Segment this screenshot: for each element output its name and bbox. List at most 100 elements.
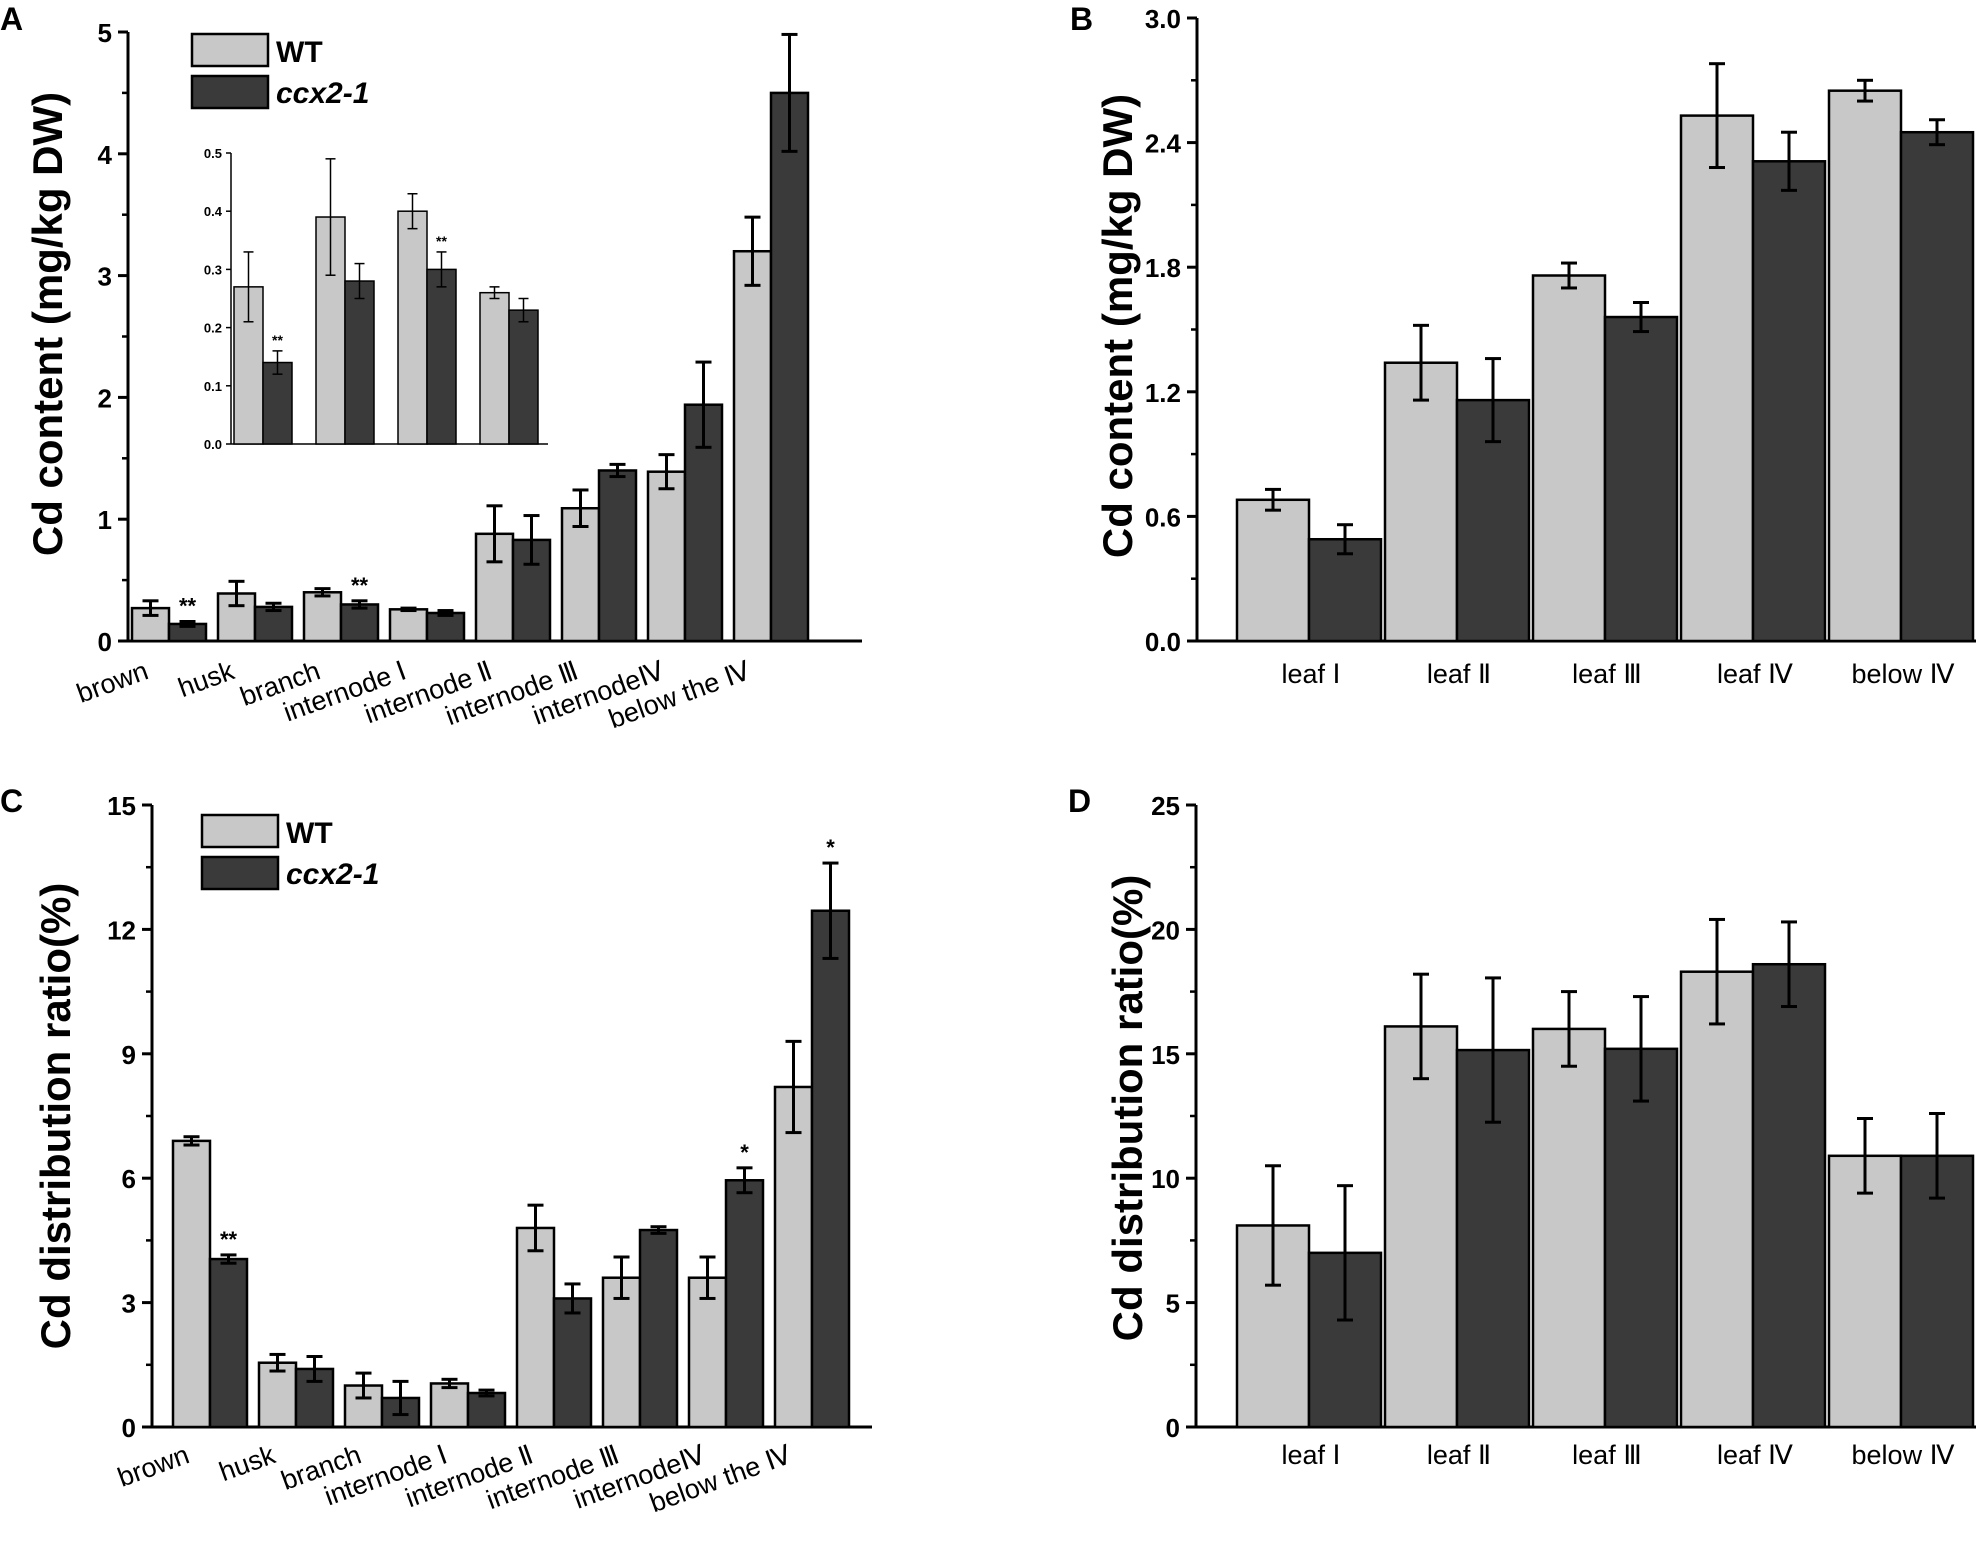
- x-category-label: husk: [215, 1439, 279, 1487]
- bars-d: [1235, 917, 1975, 1429]
- bar-ccx2: [1899, 1154, 1975, 1429]
- inset-significance-mark: **: [272, 332, 283, 348]
- bar-ccx2: [552, 1297, 593, 1429]
- y-tick-label: 5: [98, 18, 112, 48]
- inset-bar-ccx2: [508, 309, 539, 445]
- bar-wt: [1531, 1027, 1607, 1429]
- x-category-label: below Ⅳ: [1852, 1440, 1955, 1470]
- y-tick-label: 0.6: [1145, 502, 1181, 532]
- bars-c: ****: [171, 835, 851, 1429]
- x-category-label: leaf Ⅰ: [1282, 1440, 1341, 1470]
- bar-wt: [1827, 1154, 1903, 1429]
- bar-ccx2: [1751, 962, 1827, 1429]
- bar-wt: [515, 1226, 556, 1429]
- significance-mark: **: [220, 1227, 238, 1252]
- x-category-label: brown: [73, 655, 152, 708]
- y-tick-label: 9: [122, 1040, 136, 1070]
- y-tick-label: 12: [107, 915, 136, 945]
- inset-y-tick-label: 0.4: [204, 204, 223, 219]
- x-category-label: below Ⅳ: [1852, 659, 1955, 689]
- x-category-label: husk: [174, 655, 238, 703]
- significance-mark: *: [740, 1140, 749, 1165]
- x-categories-b: leaf Ⅰ leaf Ⅱ leaf Ⅲ leaf Ⅳ below Ⅳ: [1282, 659, 1955, 689]
- panel-label-a: A: [0, 1, 23, 37]
- y-tick-label: 3.0: [1145, 4, 1181, 34]
- bar-wt: [302, 591, 343, 643]
- y-tick-label: 5: [1166, 1289, 1180, 1319]
- bar-ccx2: [769, 91, 810, 643]
- legend-a: WT ccx2-1: [190, 32, 369, 110]
- bar-wt: [1679, 114, 1755, 643]
- legend-ccx2-label: ccx2-1: [286, 858, 379, 891]
- inset-bar-ccx2: [262, 361, 293, 445]
- panel-label-b: B: [1070, 1, 1093, 37]
- bar-ccx2: [1751, 160, 1827, 643]
- inset-bar-ccx2: [426, 268, 457, 445]
- y-tick-label: 1: [98, 505, 112, 535]
- y-axis-label-c: Cd distribution ratio(%): [32, 883, 79, 1350]
- x-category-label: leaf Ⅰ: [1282, 659, 1341, 689]
- bar-ccx2: [724, 1179, 765, 1429]
- y-tick-label: 1.2: [1145, 378, 1181, 408]
- panel-label-c: C: [0, 783, 23, 819]
- y-tick-label: 10: [1151, 1164, 1180, 1194]
- y-tick-label: 3: [122, 1289, 136, 1319]
- legend-wt-label: WT: [286, 817, 333, 850]
- bars-a: ** **: [130, 32, 810, 643]
- x-category-label: leaf Ⅳ: [1717, 1440, 1793, 1470]
- bar-wt: [601, 1276, 642, 1429]
- bar-ccx2: [1899, 130, 1975, 643]
- legend-ccx2-swatch: [200, 855, 280, 891]
- bar-wt: [1679, 970, 1755, 1429]
- bar-wt: [1235, 498, 1311, 643]
- y-tick-label: 0: [98, 627, 112, 657]
- legend-c: WT ccx2-1: [200, 813, 379, 891]
- bar-ccx2: [597, 469, 638, 643]
- inset-y-tick-label: 0.5: [204, 146, 222, 161]
- y-tick-label: 0: [122, 1413, 136, 1443]
- bar-ccx2: [810, 909, 851, 1429]
- bar-wt: [388, 608, 429, 643]
- inset-y-tick-label: 0.0: [204, 437, 222, 452]
- legend-wt-label: WT: [276, 36, 323, 69]
- significance-mark: *: [826, 835, 835, 860]
- bar-wt: [687, 1276, 728, 1429]
- y-tick-label: 25: [1151, 791, 1180, 821]
- y-tick-label: 2.4: [1145, 129, 1182, 159]
- bar-wt: [646, 470, 687, 643]
- significance-mark: **: [351, 573, 369, 598]
- bar-ccx2: [339, 603, 380, 643]
- x-category-label: leaf Ⅲ: [1572, 1440, 1642, 1470]
- x-category-label: brown: [114, 1439, 193, 1492]
- significance-mark: **: [179, 594, 197, 619]
- bar-wt: [1531, 274, 1607, 643]
- panel-label-d: D: [1068, 783, 1091, 819]
- bar-wt: [732, 249, 773, 643]
- y-axis-label-d: Cd distribution ratio(%): [1104, 875, 1151, 1342]
- bar-ccx2: [466, 1391, 507, 1429]
- bar-ccx2: [425, 611, 466, 643]
- inset-bar-ccx2: [344, 280, 375, 445]
- bar-ccx2: [638, 1228, 679, 1429]
- bar-wt: [1827, 89, 1903, 643]
- bar-wt: [560, 506, 601, 643]
- panel-d: D Cd distribution ratio(%) 0 5 10 15 20 25 le…: [1068, 783, 1976, 1470]
- bar-ccx2: [208, 1257, 249, 1429]
- bar-wt: [429, 1382, 470, 1429]
- bar-ccx2: [1603, 1047, 1679, 1429]
- x-category-label: leaf Ⅱ: [1427, 659, 1491, 689]
- panel-b: B Cd content (mg/kg DW) 0.0 0.6 1.2 1.8 2.4 3…: [1070, 1, 1976, 689]
- y-tick-label: 1.8: [1145, 253, 1181, 283]
- bar-ccx2: [1603, 315, 1679, 643]
- y-tick-label: 0: [1166, 1413, 1180, 1443]
- legend-ccx2-swatch: [190, 74, 270, 110]
- inset-y-tick-label: 0.3: [204, 262, 222, 277]
- y-tick-label: 15: [1151, 1040, 1180, 1070]
- legend-wt-swatch: [200, 813, 280, 849]
- y-tick-label: 0.0: [1145, 627, 1181, 657]
- y-tick-label: 6: [122, 1164, 136, 1194]
